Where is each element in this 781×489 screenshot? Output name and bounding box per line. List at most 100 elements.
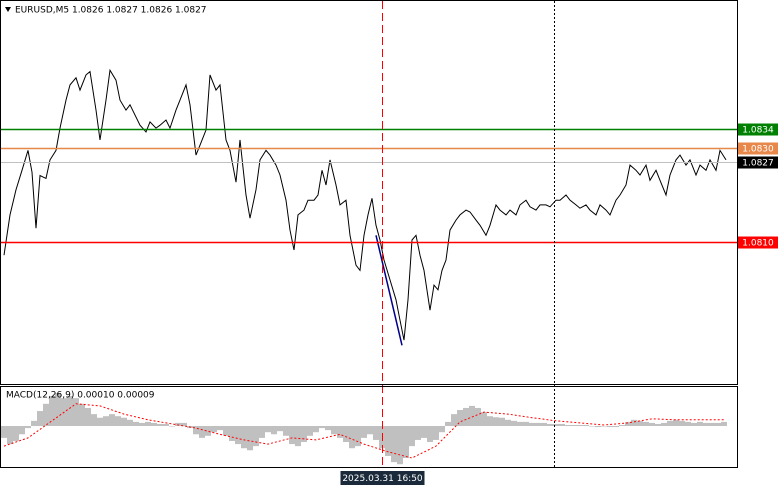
level-label-box — [738, 123, 778, 136]
macd-histogram-bar — [397, 426, 403, 465]
macd-histogram-bar — [163, 423, 169, 427]
macd-histogram-bar — [31, 420, 37, 427]
level-label: 1.0830 — [742, 145, 774, 155]
macd-histogram-bar — [481, 412, 487, 427]
macd-histogram-bar — [253, 426, 259, 447]
macd-histogram-bar — [133, 421, 139, 427]
macd-panel-border — [0, 386, 738, 468]
macd-histogram-bar — [25, 426, 31, 429]
macd-histogram-bar — [643, 421, 649, 427]
macd-histogram-bar — [715, 422, 721, 427]
macd-histogram-bar — [127, 419, 133, 427]
macd-histogram-bar — [73, 398, 79, 427]
macd-histogram-bar — [559, 423, 565, 427]
macd-histogram-bar — [85, 407, 91, 427]
macd-histogram-bar — [415, 426, 421, 440]
macd-histogram-bar — [277, 426, 283, 432]
macd-histogram-bar — [601, 426, 607, 427]
macd-histogram-bar — [115, 416, 121, 427]
macd-histogram-bar — [259, 426, 265, 438]
macd-histogram-bar — [697, 421, 703, 427]
macd-histogram-bar — [235, 426, 241, 445]
macd-histogram-bar — [271, 426, 277, 435]
macd-histogram-bar — [583, 424, 589, 427]
price-panel-border — [0, 0, 738, 385]
macd-histogram-bar — [535, 422, 541, 427]
macd-histogram-bar — [193, 426, 199, 435]
macd-histogram-bar — [577, 424, 583, 427]
macd-histogram-bar — [265, 426, 271, 433]
macd-histogram-bar — [679, 420, 685, 427]
macd-histogram-bar — [499, 417, 505, 427]
macd-histogram-bar — [337, 426, 343, 438]
macd-histogram-bar — [145, 421, 151, 427]
menu-triangle[interactable] — [5, 7, 11, 12]
price-line — [3, 68, 727, 341]
macd-histogram-bar — [403, 426, 409, 459]
macd-histogram-bar — [13, 426, 19, 441]
macd-histogram-bar — [247, 426, 253, 451]
macd-histogram-bar — [385, 426, 391, 456]
macd-histogram-bar — [229, 426, 235, 441]
macd-histogram-bar — [331, 426, 337, 435]
macd-histogram-bar — [427, 426, 433, 443]
macd-histogram-bar — [169, 426, 175, 427]
macd-histogram-bar — [157, 423, 163, 427]
macd-histogram-bar — [463, 407, 469, 427]
macd-histogram-bar — [37, 411, 43, 427]
macd-histogram-bar — [325, 426, 331, 431]
macd-histogram-bar — [391, 426, 397, 463]
macd-histogram-bar — [301, 426, 307, 443]
macd-histogram-bar — [421, 426, 427, 438]
macd-histogram-bar — [661, 422, 667, 427]
macd-histogram-bar — [637, 420, 643, 427]
macd-histogram-bar — [649, 422, 655, 427]
macd-histogram-bar — [619, 424, 625, 427]
macd-histogram-bar — [319, 426, 325, 429]
macd-histogram-bar — [547, 423, 553, 427]
macd-histogram-bar — [667, 420, 673, 427]
macd-histogram-bar — [367, 426, 373, 435]
macd-histogram-bar — [595, 426, 601, 428]
macd-histogram-bar — [217, 426, 223, 431]
macd-histogram-bar — [181, 422, 187, 427]
macd-histogram-bar — [457, 410, 463, 427]
macd-histogram-bar — [625, 421, 631, 427]
level-label-box — [738, 236, 778, 249]
macd-histogram-bar — [445, 421, 451, 427]
chart-title: EURUSD,M5 1.0826 1.0827 1.0826 1.0827 — [15, 6, 207, 16]
macd-histogram-bar — [607, 426, 613, 428]
macd-histogram-bar — [439, 426, 445, 433]
macd-histogram-bar — [685, 421, 691, 427]
macd-histogram-bar — [703, 422, 709, 427]
macd-histogram-bar — [295, 426, 301, 447]
macd-histogram-bar — [199, 426, 205, 438]
macd-histogram-bar — [655, 423, 661, 427]
macd-histogram-bar — [349, 426, 355, 449]
macd-histogram-bar — [373, 426, 379, 440]
trend-segment — [375, 235, 403, 346]
macd-histogram-bar — [67, 396, 73, 427]
macd-histogram-bar — [289, 426, 295, 445]
macd-histogram-bar — [7, 426, 13, 445]
macd-histogram-bar — [19, 426, 25, 435]
level-label: 1.0810 — [742, 239, 774, 249]
macd-histogram-bar — [43, 403, 49, 427]
macd-histogram-bar — [433, 426, 439, 440]
macd-histogram-bar — [0, 426, 7, 438]
macd-histogram-bar — [223, 426, 229, 436]
macd-histogram-bar — [565, 424, 571, 427]
macd-histogram-bar — [517, 421, 523, 427]
level-label: 1.0827 — [742, 159, 774, 169]
macd-histogram-bar — [529, 422, 535, 427]
macd-histogram-bar — [589, 426, 595, 427]
macd-histogram-bar — [355, 426, 361, 447]
macd-histogram-bar — [469, 405, 475, 427]
macd-histogram-bar — [451, 414, 457, 427]
macd-histogram-bar — [91, 414, 97, 427]
macd-histogram-bar — [475, 407, 481, 427]
macd-histogram-bar — [487, 416, 493, 427]
macd-histogram-bar — [409, 426, 415, 447]
